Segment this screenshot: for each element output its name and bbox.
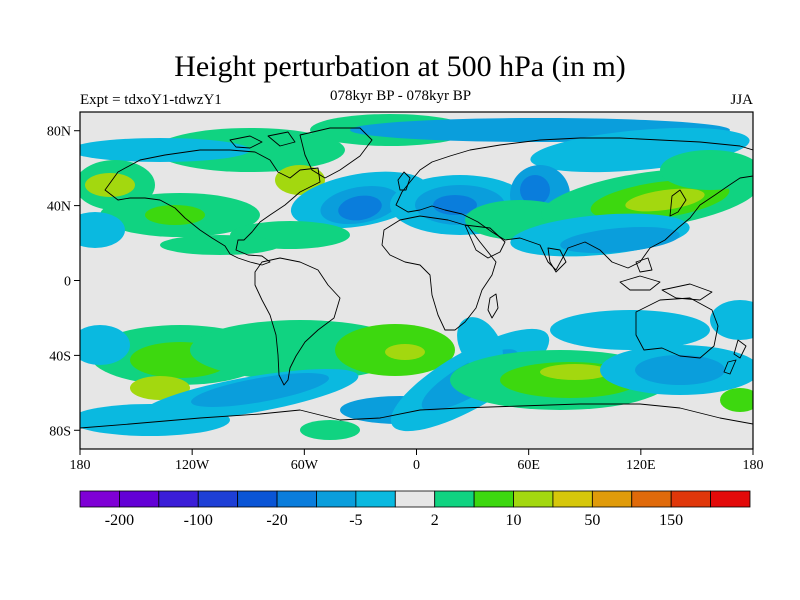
anomaly-region [635, 355, 725, 385]
anomaly-region [625, 188, 705, 212]
latitude-axis: 80N 40N 0 40S 80S [47, 125, 80, 439]
anomaly-region [80, 138, 250, 162]
map-panel [80, 112, 753, 449]
colorbar-box [513, 490, 554, 508]
anomaly-region [80, 325, 130, 365]
colorbar-label: -5 [349, 512, 362, 529]
colorbar-label: 2 [431, 512, 439, 529]
colorbar-box [631, 490, 672, 508]
colorbar-label: 10 [506, 512, 522, 529]
y-tick-label: 0 [64, 275, 71, 290]
period-label: 078kyr BP - 078kyr BP [330, 88, 472, 104]
anomaly-region [550, 310, 710, 350]
colorbar-box [434, 490, 475, 508]
anomaly-region [80, 404, 230, 436]
anomaly-region [720, 388, 753, 412]
coastlines [80, 127, 753, 429]
anomaly-region [385, 344, 425, 360]
y-tick-label: 80N [47, 125, 71, 140]
colorbar-label: 50 [584, 512, 600, 529]
anomaly-region [520, 175, 550, 205]
y-tick-label: 80S [49, 424, 71, 439]
colorbar-box [473, 490, 514, 508]
anomaly-region [660, 150, 753, 190]
x-tick-label: 180 [70, 458, 91, 473]
anomaly-region [275, 165, 325, 195]
colorbar-box [591, 490, 633, 508]
x-tick-label: 120E [626, 458, 656, 473]
x-tick-label: 180 [743, 458, 764, 473]
colorbar-box [237, 490, 278, 508]
colorbar: -200 -100 -20 -5 2 10 50 150 [79, 490, 751, 529]
anomaly-field [80, 114, 753, 440]
colorbar-box [119, 490, 160, 508]
anomaly-region [560, 226, 680, 254]
x-tick-label: 60W [291, 458, 319, 473]
anomaly-region [540, 364, 610, 380]
colorbar-box [276, 490, 317, 508]
anomaly-region [80, 212, 125, 248]
colorbar-box [670, 490, 711, 508]
experiment-label: Expt = tdxoY1-tdwzY1 [80, 92, 222, 108]
longitude-axis: 180 120W 60W 0 60E 120E 180 [70, 449, 764, 473]
x-tick-label: 0 [413, 458, 420, 473]
y-tick-label: 40S [49, 349, 71, 364]
colorbar-box [355, 490, 396, 508]
colorbar-box [197, 490, 239, 508]
anomaly-region [85, 173, 135, 197]
x-tick-label: 60E [517, 458, 540, 473]
season-label: JJA [730, 92, 753, 108]
colorbar-box [710, 490, 751, 508]
colorbar-label: 150 [659, 512, 683, 529]
y-tick-label: 40N [47, 200, 71, 215]
colorbar-label: -200 [105, 512, 134, 529]
anomaly-region [160, 235, 280, 255]
anomaly-region [191, 373, 329, 407]
colorbar-label: -100 [184, 512, 213, 529]
colorbar-box [79, 490, 120, 508]
colorbar-box [316, 490, 357, 508]
x-tick-label: 120W [175, 458, 210, 473]
anomaly-region [300, 420, 360, 440]
colorbar-box [552, 490, 593, 508]
anomaly-region [145, 205, 205, 225]
colorbar-box [394, 490, 436, 508]
anomaly-region [130, 376, 190, 400]
figure-title: Height perturbation at 500 hPa (in m) [174, 50, 626, 83]
colorbar-box [158, 490, 199, 508]
colorbar-label: -20 [266, 512, 287, 529]
anomaly-region [710, 300, 753, 340]
anomaly-region [338, 195, 382, 221]
